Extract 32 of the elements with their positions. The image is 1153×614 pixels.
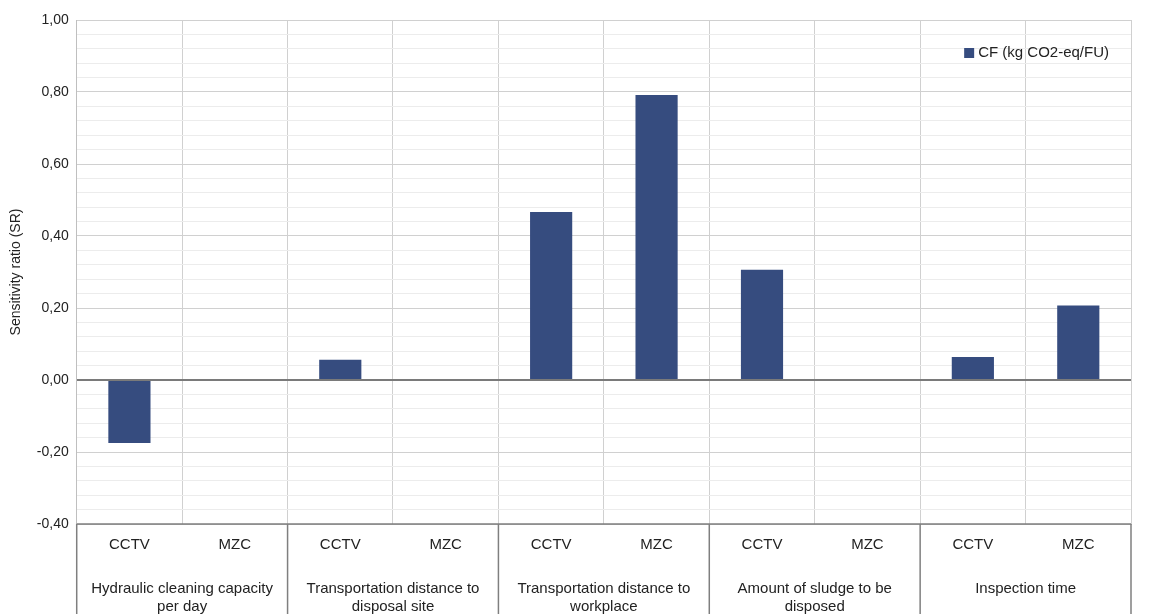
text: Transportation distance to workplace bbox=[517, 579, 691, 614]
bar bbox=[1057, 305, 1100, 379]
x-tick-label: MZC bbox=[851, 535, 884, 553]
bar bbox=[108, 381, 151, 443]
x-tick-label: MZC bbox=[1062, 535, 1095, 553]
x-tick-label: CCTV bbox=[530, 535, 572, 553]
x-tick-label: CCTV bbox=[109, 535, 150, 553]
x-tick-label: MZC bbox=[218, 535, 252, 553]
x-tick-label: CCTV bbox=[319, 535, 361, 553]
y-tick-label: -0,40 bbox=[36, 514, 69, 531]
bar bbox=[740, 269, 784, 379]
legend-label: CF (kg CO2-eq/FU) bbox=[978, 43, 1110, 61]
bar bbox=[319, 359, 362, 379]
x-tick-label: CCTV bbox=[741, 535, 783, 553]
y-tick-label: 0,80 bbox=[41, 82, 69, 99]
text: Amount of sludge to be disposed bbox=[737, 579, 892, 614]
y-tick-label: -0,20 bbox=[36, 442, 69, 459]
bar bbox=[951, 356, 994, 379]
text: Hydraulic cleaning capacity per day bbox=[91, 579, 274, 614]
y-tick-label: 0,60 bbox=[41, 154, 69, 171]
x-tick-label: CCTV bbox=[952, 535, 994, 553]
y-tick-label: 1,00 bbox=[41, 10, 69, 27]
y-tick-label: 0,00 bbox=[41, 370, 69, 387]
bar bbox=[530, 211, 573, 379]
y-axis-title: Sensitivity ratio (SR) bbox=[7, 208, 24, 336]
text: Transportation distance to disposal site bbox=[306, 579, 480, 614]
x-tick-label: MZC bbox=[429, 535, 463, 553]
bar bbox=[635, 94, 678, 379]
y-tick-label: 0,40 bbox=[41, 226, 69, 243]
x-tick-label: MZC bbox=[640, 535, 673, 553]
y-tick-label: 0,20 bbox=[41, 298, 69, 315]
text: Inspection time bbox=[975, 579, 1077, 596]
